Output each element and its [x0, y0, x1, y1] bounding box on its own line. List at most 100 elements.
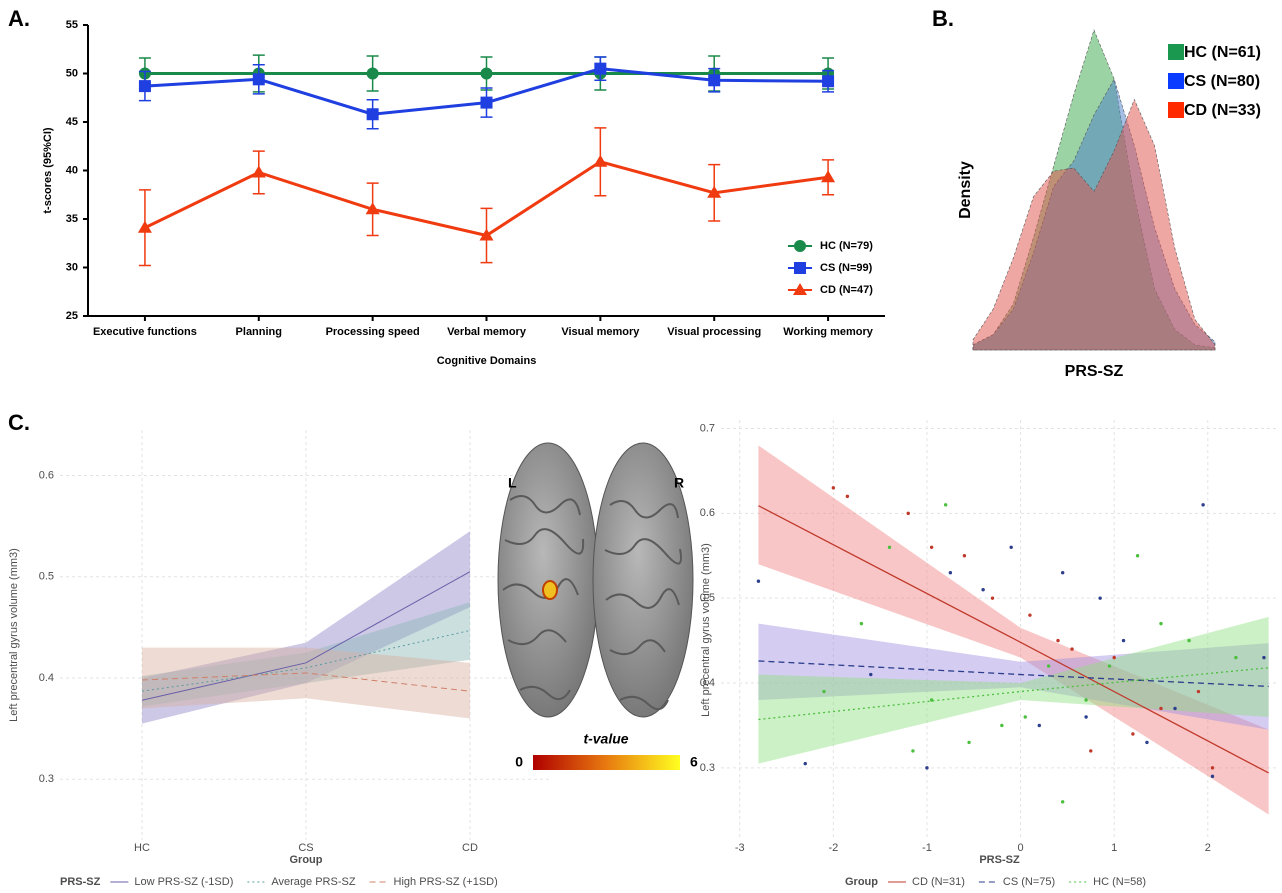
y-tick-label: 0.5 [39, 571, 54, 583]
data-point [930, 546, 933, 549]
x-axis-label: Group [290, 854, 323, 866]
marker [822, 75, 834, 87]
marker [594, 63, 606, 75]
y-tick-label: 30 [66, 261, 78, 273]
data-point [1262, 656, 1265, 659]
colorbar-title: t-value [583, 731, 628, 747]
data-point [1173, 707, 1176, 710]
data-point [967, 741, 970, 744]
x-tick-label: -1 [922, 842, 932, 854]
data-point [1038, 724, 1041, 727]
marker [794, 240, 806, 252]
data-point [822, 690, 825, 693]
panel-label: A. [8, 6, 30, 31]
y-tick-label: 45 [66, 116, 78, 128]
data-point [846, 495, 849, 498]
data-point [1211, 766, 1214, 769]
x-tick-label: Processing speed [326, 326, 420, 338]
legend-label: HC (N=58) [1093, 876, 1146, 888]
legend-label: CS (N=99) [820, 262, 873, 274]
data-point [944, 503, 947, 506]
data-point [907, 512, 910, 515]
data-point [1122, 639, 1125, 642]
legend-key [1168, 73, 1184, 89]
y-tick-label: 0.4 [39, 672, 54, 684]
legend-label: Low PRS-SZ (-1SD) [134, 876, 233, 888]
data-point [1089, 749, 1092, 752]
legend-key [1168, 102, 1184, 118]
data-point [1136, 554, 1139, 557]
y-axis-label: Left precentral gyrus volume (mm3) [700, 543, 712, 717]
data-point [1024, 715, 1027, 718]
legend-label: HC (N=79) [820, 240, 873, 252]
x-tick-label: HC [134, 842, 150, 854]
y-tick-label: 0.3 [700, 762, 715, 774]
data-point [1010, 546, 1013, 549]
legend-key [1168, 44, 1184, 60]
y-tick-label: 55 [66, 19, 78, 31]
legend-title: Group [845, 876, 878, 888]
legend-label: HC (N=61) [1184, 44, 1261, 61]
chart-panel: 25303540455055Executive functionsPlannin… [42, 19, 885, 367]
colorbar [533, 755, 680, 770]
x-tick-label: -3 [735, 842, 745, 854]
legend-label: CS (N=80) [1184, 73, 1260, 90]
y-axis-label: Left precentral gyrus volume (mm3) [8, 548, 20, 722]
data-point [860, 622, 863, 625]
data-point [1098, 596, 1101, 599]
data-point [1047, 664, 1050, 667]
confidence-band [758, 445, 1268, 814]
data-point [981, 588, 984, 591]
data-point [1028, 613, 1031, 616]
data-point [1084, 715, 1087, 718]
y-tick-label: 0.3 [39, 773, 54, 785]
x-tick-label: Executive functions [93, 326, 197, 338]
data-point [1131, 732, 1134, 735]
legend-label: Average PRS-SZ [271, 876, 355, 888]
marker [367, 68, 379, 80]
panel-label: C. [8, 410, 30, 435]
data-point [1234, 656, 1237, 659]
data-point [1061, 800, 1064, 803]
y-axis-label: Density [957, 161, 974, 219]
data-point [1159, 707, 1162, 710]
marker [139, 80, 151, 92]
data-point [1070, 647, 1073, 650]
x-axis-label: PRS-SZ [979, 854, 1020, 866]
legend-label: CS (N=75) [1003, 876, 1055, 888]
x-tick-label: -2 [828, 842, 838, 854]
y-tick-label: 25 [66, 310, 78, 322]
data-point [869, 673, 872, 676]
y-tick-label: 40 [66, 164, 78, 176]
legend-title: PRS-SZ [60, 876, 101, 888]
y-tick-label: 50 [66, 67, 78, 79]
marker [821, 170, 835, 182]
y-tick-label: 0.6 [39, 469, 54, 481]
legend-label: CD (N=33) [1184, 102, 1261, 119]
marker [252, 165, 266, 177]
marker [481, 97, 493, 109]
y-tick-label: 0.7 [700, 422, 715, 434]
marker [367, 108, 379, 120]
data-point [991, 596, 994, 599]
data-point [1197, 690, 1200, 693]
x-tick-label: Visual memory [561, 326, 640, 338]
x-tick-label: CD [462, 842, 478, 854]
legend-label: High PRS-SZ (+1SD) [394, 876, 498, 888]
y-axis-label: t-scores (95%CI) [42, 127, 54, 214]
data-point [1061, 571, 1064, 574]
marker [593, 155, 607, 167]
x-tick-label: CS [298, 842, 313, 854]
data-point [1108, 664, 1111, 667]
colorbar-tick-label: 0 [515, 754, 523, 770]
data-point [1084, 698, 1087, 701]
marker [794, 262, 806, 274]
hemisphere-label: L [508, 475, 517, 491]
data-point [925, 766, 928, 769]
x-tick-label: Visual processing [667, 326, 761, 338]
data-point [963, 554, 966, 557]
y-tick-label: 35 [66, 213, 78, 225]
data-point [1187, 639, 1190, 642]
data-point [1159, 622, 1162, 625]
